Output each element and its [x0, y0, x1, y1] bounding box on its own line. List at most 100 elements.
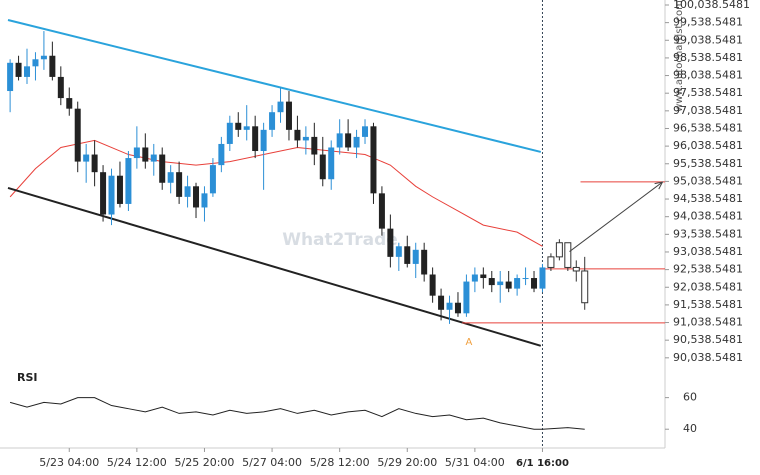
y-tick-label: 98,538.5481	[673, 51, 743, 64]
candle-body	[328, 147, 335, 180]
candle-body	[142, 147, 149, 162]
trendline	[7, 19, 542, 153]
candle-body	[32, 59, 39, 67]
candle-body	[370, 126, 377, 194]
rsi-tick-label: 40	[683, 422, 697, 435]
candle-body	[514, 278, 521, 289]
candle-body	[133, 147, 140, 159]
y-tick-label: 97,038.5481	[673, 104, 743, 117]
y-tick-label: 92,538.5481	[673, 263, 743, 276]
candle-body	[243, 126, 250, 130]
candle-body	[201, 193, 208, 208]
candle-body	[421, 249, 428, 275]
candle-body	[150, 154, 157, 162]
candle-body	[302, 136, 309, 141]
y-tick-label: 93,038.5481	[673, 245, 743, 258]
candle-body	[269, 112, 276, 130]
candle-body	[57, 76, 64, 99]
y-tick-label: 96,538.5481	[673, 121, 743, 134]
candle-body	[7, 62, 14, 92]
x-tick-label: 5/23 04:00	[39, 456, 99, 469]
candle-body	[581, 270, 589, 304]
candle-body	[252, 126, 259, 152]
watermark: What2Trade	[282, 230, 398, 250]
x-tick-label: 5/24 12:00	[107, 456, 167, 469]
candle-body	[412, 249, 419, 264]
candle-body	[497, 281, 504, 286]
candle-body	[463, 281, 470, 314]
candle-body	[438, 295, 445, 310]
y-tick-label: 95,038.5481	[673, 174, 743, 187]
y-tick-label: 90,038.5481	[673, 351, 743, 364]
candle-body	[539, 267, 546, 289]
candle-body	[454, 302, 461, 314]
candle-body	[311, 136, 318, 155]
candle-body	[226, 122, 233, 144]
candle-body	[471, 274, 478, 282]
candle-body	[572, 266, 580, 272]
candle-body	[125, 158, 132, 204]
trendline	[7, 186, 542, 347]
x-tick-label: 5/31 04:00	[445, 456, 505, 469]
candle-body	[24, 66, 31, 77]
candle-body	[362, 126, 369, 137]
candle-body	[446, 302, 453, 310]
x-tick-label: 5/28 12:00	[310, 456, 370, 469]
candle-body	[100, 172, 107, 215]
x-tick-label: 5/29 20:00	[377, 456, 437, 469]
candle-body	[218, 143, 225, 166]
candle-body	[395, 246, 402, 257]
candle-body	[531, 278, 538, 289]
candle-body	[184, 186, 191, 197]
candle-body	[176, 172, 183, 197]
candle-body	[547, 256, 555, 268]
x-tick-label: 5/27 04:00	[242, 456, 302, 469]
candle-body	[235, 122, 242, 130]
candle-body	[387, 228, 394, 257]
candle-body	[40, 55, 47, 60]
candle-body	[74, 108, 81, 162]
y-tick-label: 90,538.5481	[673, 333, 743, 346]
candle-body	[404, 246, 411, 264]
y-tick-label: 99,538.5481	[673, 16, 743, 29]
y-tick-label: 95,538.5481	[673, 157, 743, 170]
y-tick-label: 91,538.5481	[673, 298, 743, 311]
arrow-head	[654, 181, 664, 190]
forecast-arrow	[569, 181, 663, 252]
candle-body	[294, 129, 301, 141]
candle-body	[353, 136, 360, 148]
candle-body	[488, 278, 495, 286]
candle-body	[260, 129, 267, 152]
candle-body	[345, 133, 352, 148]
source: www.autochartist.com	[674, 0, 685, 112]
y-tick-label: 94,538.5481	[673, 192, 743, 205]
candle-body	[108, 175, 115, 215]
candle-body	[66, 98, 73, 109]
y-tick-label: 91,038.5481	[673, 316, 743, 329]
candle-body	[378, 193, 385, 229]
y-tick-label: 94,038.5481	[673, 210, 743, 223]
y-tick-label: 97,538.5481	[673, 86, 743, 99]
candle-body	[480, 274, 487, 279]
y-tick-label: 100,038.5481	[673, 0, 750, 11]
y-tick-label: 93,538.5481	[673, 227, 743, 240]
candle-body	[505, 281, 512, 289]
candle-body	[336, 133, 343, 148]
candle-body	[277, 101, 284, 113]
candle-body	[193, 186, 200, 208]
candle-body	[15, 62, 22, 77]
candle-body	[555, 242, 563, 258]
rsi-line	[9, 397, 585, 430]
candle-body	[564, 242, 572, 268]
candle-body	[116, 175, 123, 204]
candle-body	[285, 101, 292, 130]
candle-body	[209, 165, 216, 194]
candle-body	[49, 55, 56, 77]
y-tick-label: 99,038.5481	[673, 33, 743, 46]
y-tick-label: 92,038.5481	[673, 280, 743, 293]
candle-body	[429, 274, 436, 296]
candle-body	[167, 172, 174, 183]
pattern-label: A	[466, 337, 473, 348]
